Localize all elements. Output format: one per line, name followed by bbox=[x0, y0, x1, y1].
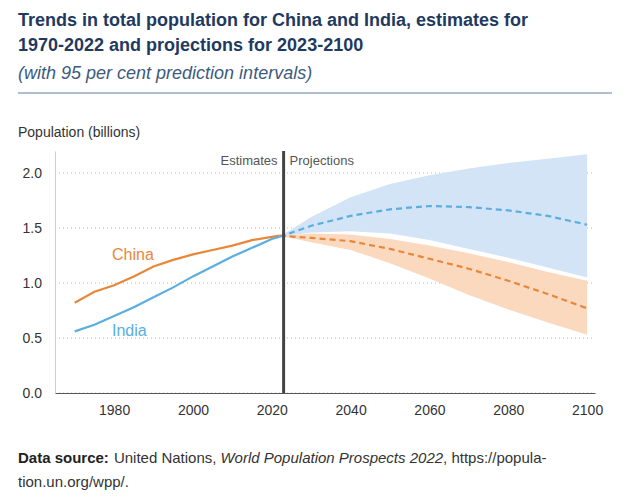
divider-line bbox=[282, 151, 285, 393]
y-axis-title: Population (billions) bbox=[18, 124, 140, 140]
projection-line bbox=[280, 206, 587, 237]
y-tick-label: 1.5 bbox=[23, 220, 43, 236]
y-tick: 2.0 bbox=[23, 165, 55, 181]
x-tick-label: 2000 bbox=[178, 402, 209, 418]
grid-line bbox=[55, 393, 595, 394]
y-tick: 1.5 bbox=[23, 220, 55, 236]
projection-line bbox=[280, 236, 587, 309]
subtitle: (with 95 per cent prediction intervals) bbox=[18, 63, 312, 83]
y-tick: 0.0 bbox=[23, 385, 55, 401]
title-rule bbox=[18, 93, 612, 94]
title: Trends in total population for China and… bbox=[18, 10, 528, 55]
series-label: China bbox=[112, 246, 154, 263]
y-tick-label: 0.0 bbox=[23, 385, 43, 401]
x-tick-label: 2040 bbox=[336, 402, 367, 418]
x-tick: 2100 bbox=[572, 393, 603, 418]
divider-label: Estimates bbox=[221, 153, 279, 168]
y-tick-label: 2.0 bbox=[23, 165, 43, 181]
x-tick: 2080 bbox=[493, 393, 524, 418]
title-line: 1970-2022 and projections for 2023-2100 bbox=[18, 35, 363, 55]
x-tick: 1980 bbox=[99, 393, 130, 418]
x-tick-label: 1980 bbox=[99, 402, 130, 418]
x-tick: 2000 bbox=[178, 393, 209, 418]
x-tick: 2020 bbox=[257, 393, 288, 418]
chart: Trends in total population for China and… bbox=[0, 0, 637, 502]
source-label: Data source: bbox=[18, 449, 109, 466]
x-tick-label: 2020 bbox=[257, 402, 288, 418]
source-text: tion.un.org/wpp/. bbox=[18, 473, 129, 490]
x-axis: 1980 2000 2020 2040 2060 2080 2100 bbox=[56, 393, 604, 418]
source: Data source: United Nations,World Populat… bbox=[18, 449, 546, 490]
x-tick-label: 2080 bbox=[493, 402, 524, 418]
divider-label: Projections bbox=[290, 153, 355, 168]
y-tick-label: 0.5 bbox=[23, 330, 43, 346]
title-line: Trends in total population for China and… bbox=[18, 10, 528, 30]
y-axis-line bbox=[55, 152, 56, 394]
x-axis-line bbox=[56, 393, 596, 394]
source-text: , https://popula- bbox=[443, 449, 546, 466]
source-text: United Nations, bbox=[114, 449, 217, 466]
plot-area bbox=[75, 154, 587, 334]
estimate-line bbox=[75, 237, 280, 332]
y-axis: 0.0 0.5 1.0 1.5 2.0 bbox=[23, 152, 56, 401]
x-tick: 2060 bbox=[414, 393, 445, 418]
y-tick: 0.5 bbox=[23, 330, 55, 346]
y-tick: 1.0 bbox=[23, 275, 55, 291]
estimate-line bbox=[75, 236, 280, 303]
series-label: India bbox=[112, 322, 147, 339]
y-tick-label: 1.0 bbox=[23, 275, 43, 291]
x-tick-label: 2100 bbox=[572, 402, 603, 418]
x-tick-label: 2060 bbox=[414, 402, 445, 418]
source-text: World Population Prospects 2022 bbox=[220, 449, 443, 466]
x-tick: 2040 bbox=[336, 393, 367, 418]
